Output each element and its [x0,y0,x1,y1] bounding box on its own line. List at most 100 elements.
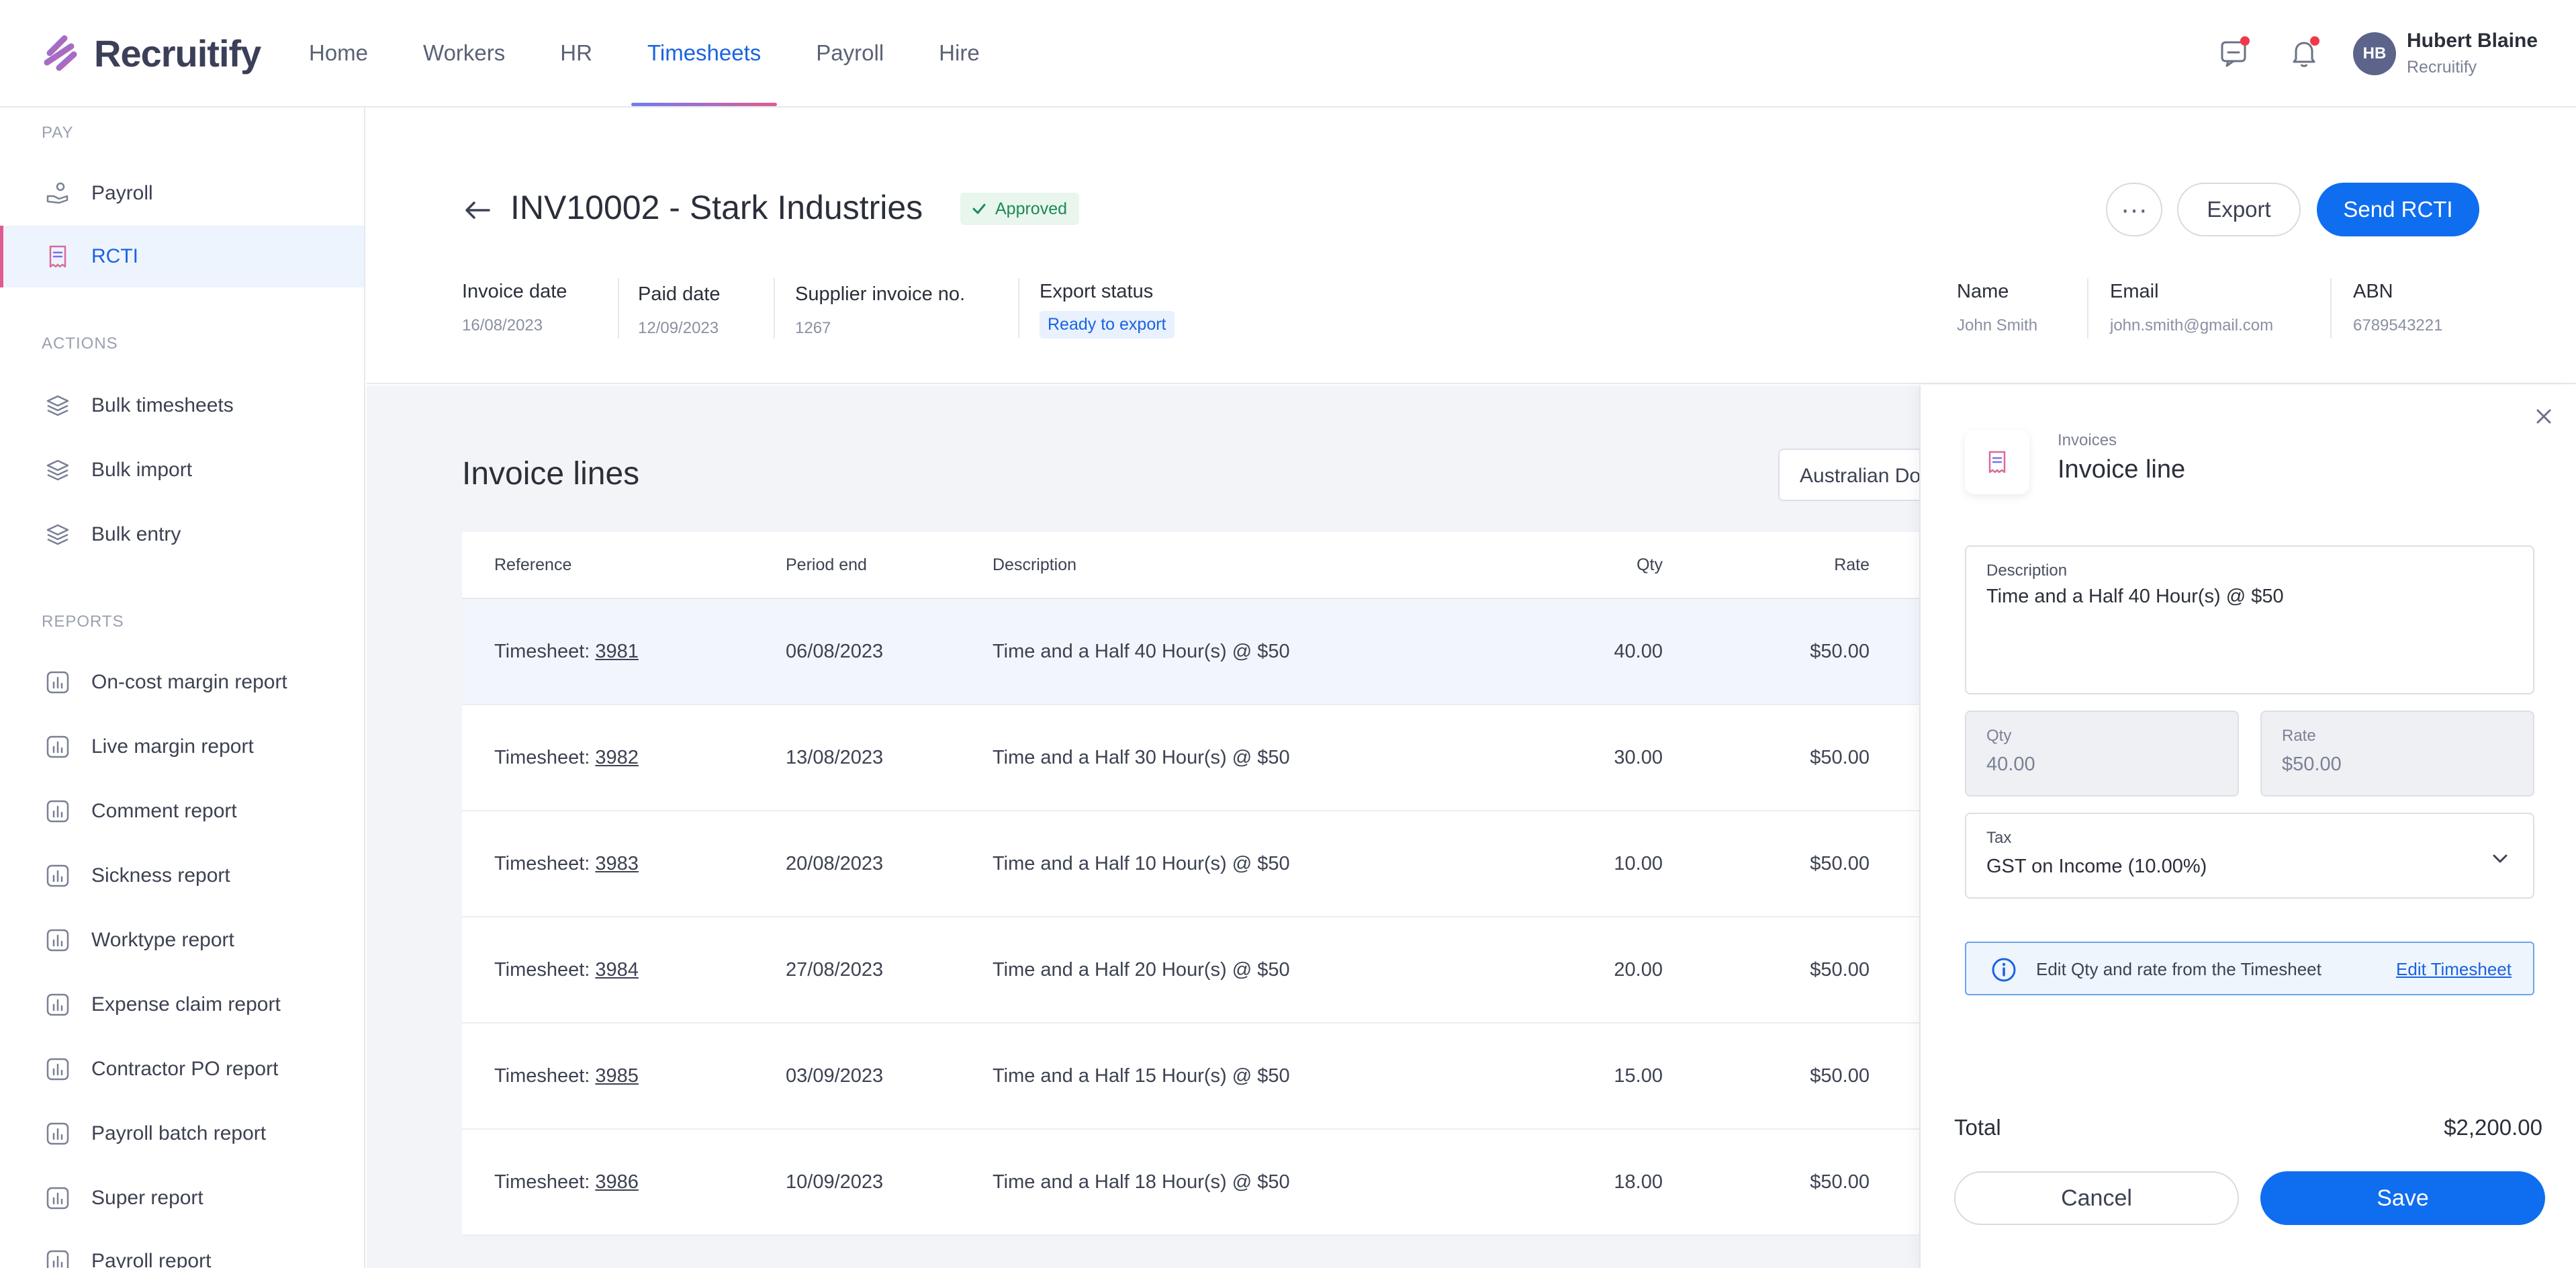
sidebar-item-contractor-po-report[interactable]: Contractor PO report [0,1038,364,1100]
timesheet-link[interactable]: 3986 [595,1171,639,1193]
panel-title: Invoice line [2058,455,2186,484]
sidebar-section-pay: PAY [42,124,74,142]
meta-value: 1267 [795,319,831,337]
back-arrow-icon[interactable] [462,195,493,226]
nav-payroll[interactable]: Payroll [816,40,884,65]
save-button[interactable]: Save [2260,1171,2545,1225]
period-end-cell: 27/08/2023 [786,958,884,981]
info-text: Edit Qty and rate from the Timesheet [2036,959,2321,979]
description-cell: Time and a Half 20 Hour(s) @ $50 [993,958,1290,981]
sidebar-item-payroll-report[interactable]: Payroll report [0,1230,364,1268]
avatar[interactable]: HB [2353,32,2396,75]
table-row[interactable]: Timesheet: 3981 06/08/2023 Time and a Hal… [462,599,1919,705]
sidebar-item-label: Super report [91,1187,203,1209]
report-icon [44,733,71,760]
nav-home[interactable]: Home [309,40,369,65]
cancel-button[interactable]: Cancel [1954,1171,2239,1225]
timesheet-link[interactable]: 3984 [595,958,639,981]
meta-label: Name [1957,281,2009,302]
export-status-badge: Ready to export [1040,311,1175,338]
table-row[interactable]: Timesheet: 3986 10/09/2023 Time and a Hal… [462,1130,1919,1236]
app-logo[interactable]: Recruitify [42,30,261,77]
layers-icon [44,457,71,484]
column-header-qty[interactable]: Qty [1637,555,1663,574]
panel-subtitle: Invoices [2058,431,2117,449]
currency-select[interactable]: Australian Dollar [1778,449,1919,501]
sidebar-item-bulk-timesheets[interactable]: Bulk timesheets [0,375,364,437]
meta-abn: ABN 6789543221 [2353,281,2442,335]
nav-hr[interactable]: HR [560,40,592,65]
sidebar-item-super-report[interactable]: Super report [0,1167,364,1229]
sidebar-item-label: Bulk entry [91,523,181,545]
sidebar-item-payroll[interactable]: Payroll [0,163,364,224]
description-cell: Time and a Half 18 Hour(s) @ $50 [993,1171,1290,1193]
timesheet-link[interactable]: 3981 [595,640,639,662]
sidebar-item-payroll-batch-report[interactable]: Payroll batch report [0,1103,364,1165]
meta-email: Email john.smith@gmail.com [2110,281,2273,335]
table-row[interactable]: Timesheet: 3983 20/08/2023 Time and a Hal… [462,811,1919,917]
sidebar-item-expense-claim-report[interactable]: Expense claim report [0,974,364,1036]
sidebar-item-rcti[interactable]: RCTI [0,226,364,287]
period-end-cell: 20/08/2023 [786,852,884,874]
sidebar-item-live-margin-report[interactable]: Live margin report [0,716,364,778]
timesheet-link[interactable]: 3985 [595,1065,639,1087]
send-rcti-button[interactable]: Send RCTI [2317,183,2479,236]
table-row[interactable]: Timesheet: 3982 13/08/2023 Time and a Hal… [462,705,1919,811]
field-value: Time and a Half 40 Hour(s) @ $50 [1986,586,2284,607]
description-field[interactable]: Description Time and a Half 40 Hour(s) @… [1965,545,2534,694]
export-button[interactable]: Export [2177,183,2301,236]
rate-cell: $50.00 [1810,852,1870,874]
report-icon [44,1248,71,1268]
reference-prefix: Timesheet: [494,1065,590,1087]
top-bar: Recruitify Home Workers HR Timesheets Pa… [0,0,2576,107]
field-label: Qty [1986,727,2012,745]
meta-label: Export status [1040,281,1154,302]
reference-cell: Timesheet: 3981 [494,599,639,704]
tax-select[interactable]: Tax GST on Income (10.00%) [1965,813,2534,899]
timesheet-link[interactable]: 3983 [595,852,639,874]
nav-timesheets[interactable]: Timesheets [631,0,778,106]
recruitify-logo-icon [44,35,77,71]
sidebar-item-bulk-import[interactable]: Bulk import [0,439,364,501]
meta-value: 6789543221 [2353,316,2443,334]
period-end-cell: 10/09/2023 [786,1171,884,1193]
sidebar-item-sickness-report[interactable]: Sickness report [0,845,364,907]
column-header-reference[interactable]: Reference [494,555,572,574]
column-header-description[interactable]: Description [993,555,1077,574]
meta-label: Supplier invoice no. [795,283,966,305]
column-header-rate[interactable]: Rate [1834,555,1870,574]
column-header-period-end[interactable]: Period end [786,555,867,574]
qty-cell: 40.00 [1614,640,1663,662]
sidebar-item-comment-report[interactable]: Comment report [0,780,364,842]
divider [2330,278,2332,338]
nav-workers[interactable]: Workers [423,40,506,65]
table-row[interactable]: Timesheet: 3984 27/08/2023 Time and a Hal… [462,917,1919,1024]
timesheet-link[interactable]: 3982 [595,746,639,768]
more-options-button[interactable]: ··· [2106,183,2162,236]
status-badge: Approved [960,193,1080,225]
messages-button[interactable] [2217,36,2251,70]
rate-cell: $50.00 [1810,1065,1870,1087]
field-label: Tax [1986,829,2012,847]
meta-label: Invoice date [462,281,567,302]
notifications-button[interactable] [2287,36,2321,70]
meta-value: john.smith@gmail.com [2110,316,2274,334]
divider [2087,278,2088,338]
page-title: INV10002 - Stark Industries [510,189,923,226]
period-end-cell: 03/09/2023 [786,1065,884,1087]
meta-label: Paid date [638,283,721,305]
sidebar-item-worktype-report[interactable]: Worktype report [0,909,364,971]
sidebar-item-on-cost-margin-report[interactable]: On-cost margin report [0,651,364,713]
layers-icon [44,521,71,548]
table-row[interactable]: Timesheet: 3985 03/09/2023 Time and a Hal… [462,1024,1919,1130]
rate-field: Rate $50.00 [2260,711,2534,797]
sidebar-item-bulk-entry[interactable]: Bulk entry [0,504,364,565]
close-icon[interactable] [2532,404,2556,428]
app-name: Recruitify [94,32,261,75]
report-icon [44,798,71,825]
sidebar-section-reports: REPORTS [42,613,124,631]
edit-timesheet-link[interactable]: Edit Timesheet [2396,959,2512,979]
nav-hire[interactable]: Hire [939,40,980,65]
panel-icon [1965,430,2029,494]
chevron-down-icon [2493,854,2508,863]
